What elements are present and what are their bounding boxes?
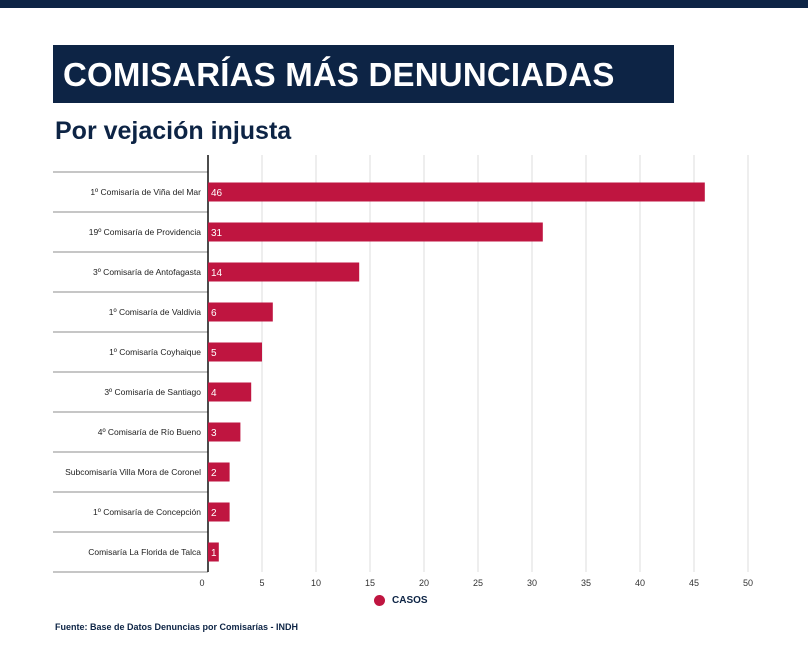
chart-subtitle: Por vejación injusta [55, 117, 292, 145]
bar [208, 502, 230, 522]
bar-value-label: 2 [211, 468, 217, 479]
bar-value-label: 2 [211, 508, 217, 519]
legend-marker [374, 595, 385, 606]
x-tick-label: 20 [419, 578, 429, 588]
legend-label: CASOS [392, 595, 428, 606]
bar [208, 182, 705, 202]
category-label: 1º Comisaría de Concepción [93, 507, 201, 517]
bar-value-label: 6 [211, 308, 217, 319]
category-label: 4º Comisaría de Río Bueno [98, 427, 202, 437]
x-tick-label: 30 [527, 578, 537, 588]
bar-value-label: 31 [211, 228, 223, 239]
bar [208, 302, 273, 322]
bar [208, 262, 360, 282]
x-tick-label: 45 [689, 578, 699, 588]
bar [208, 382, 252, 402]
x-tick-label: 0 [199, 578, 204, 588]
source-note: Fuente: Base de Datos Denuncias por Comi… [55, 622, 299, 632]
category-label: 19º Comisaría de Providencia [89, 227, 202, 237]
x-tick-label: 35 [581, 578, 591, 588]
category-label: 3º Comisaría de Santiago [104, 387, 201, 397]
bar-value-label: 3 [211, 428, 217, 439]
category-label: 1º Comisaría Coyhaique [109, 347, 201, 357]
bar-value-label: 4 [211, 388, 217, 399]
bar [208, 542, 219, 562]
bar-value-label: 5 [211, 348, 217, 359]
x-tick-label: 15 [365, 578, 375, 588]
title-banner: COMISARÍAS MÁS DENUNCIADAS [53, 45, 674, 103]
x-tick-label: 25 [473, 578, 483, 588]
bar [208, 462, 230, 482]
bar [208, 422, 241, 442]
category-label: 1º Comisaría de Valdivia [109, 307, 202, 317]
top-accent-bar [0, 0, 808, 8]
category-label: 3º Comisaría de Antofagasta [93, 267, 201, 277]
x-tick-label: 5 [259, 578, 264, 588]
bar-value-label: 14 [211, 268, 223, 279]
x-tick-label: 10 [311, 578, 321, 588]
x-tick-label: 50 [743, 578, 753, 588]
chart-title: COMISARÍAS MÁS DENUNCIADAS [63, 56, 615, 93]
category-label: Subcomisaría Villa Mora de Coronel [65, 467, 201, 477]
x-tick-label: 40 [635, 578, 645, 588]
bar [208, 342, 262, 362]
bar-value-label: 46 [211, 188, 223, 199]
bar-value-label: 1 [211, 548, 217, 559]
category-label: 1º Comisaría de Viña del Mar [90, 187, 201, 197]
bar [208, 222, 543, 242]
category-label: Comisaría La Florida de Talca [88, 547, 201, 557]
legend: CASOS [374, 595, 428, 606]
